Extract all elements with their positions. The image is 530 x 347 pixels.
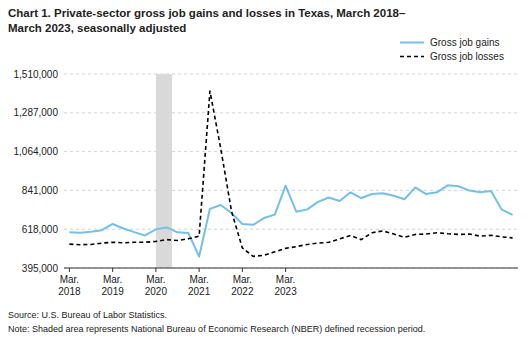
grid-line	[64, 190, 518, 191]
x-tick	[242, 268, 243, 272]
y-tick-label: 1,510,000	[14, 69, 59, 80]
grid-line	[64, 229, 518, 230]
subtitle: March 2023, seasonally adjusted	[8, 22, 186, 34]
x-tick-label: Mar.2023	[274, 274, 297, 297]
title: Chart 1. Private-sector gross job gains …	[8, 7, 406, 19]
y-tick-label: 1,287,000	[14, 107, 59, 118]
x-tick	[112, 268, 113, 272]
x-tick-label: Mar.2018	[58, 274, 81, 297]
y-tick-label: 841,000	[22, 185, 59, 196]
legend-swatch	[400, 56, 424, 58]
legend: Gross job gains Gross job losses	[400, 37, 504, 62]
x-tick	[69, 268, 70, 272]
shaded-span	[156, 74, 172, 268]
y-tick-label: 395,000	[22, 263, 59, 274]
plot-area	[69, 74, 512, 268]
y-tick-label: 1,064,000	[14, 146, 59, 157]
x-tick	[155, 268, 156, 272]
grid-line	[64, 74, 518, 75]
annotation: Source: U.S. Bureau of Labor Statistics.	[8, 310, 167, 320]
grid	[64, 74, 518, 268]
background	[0, 0, 530, 347]
legend-label: Gross job losses	[430, 51, 504, 62]
annotation: Note: Shaded area represents National Bu…	[8, 324, 425, 334]
x-tick-label: Mar.2019	[102, 274, 125, 297]
legend-swatch	[400, 42, 424, 44]
grid-line	[64, 268, 518, 269]
x-tick	[285, 268, 286, 272]
grid-line	[64, 151, 518, 152]
x-tick-label: Mar.2022	[231, 274, 254, 297]
chart: Chart 1. Private-sector gross job gains …	[0, 0, 530, 347]
x-tick-label: Mar.2020	[145, 274, 168, 297]
series-line	[69, 91, 512, 256]
legend-label: Gross job gains	[430, 37, 499, 48]
x-tick	[199, 268, 200, 272]
x-axis-line	[64, 268, 518, 269]
x-tick-label: Mar.2021	[188, 274, 211, 297]
y-tick-label: 618,000	[22, 224, 59, 235]
series-line	[69, 185, 512, 256]
grid-line	[64, 112, 518, 113]
